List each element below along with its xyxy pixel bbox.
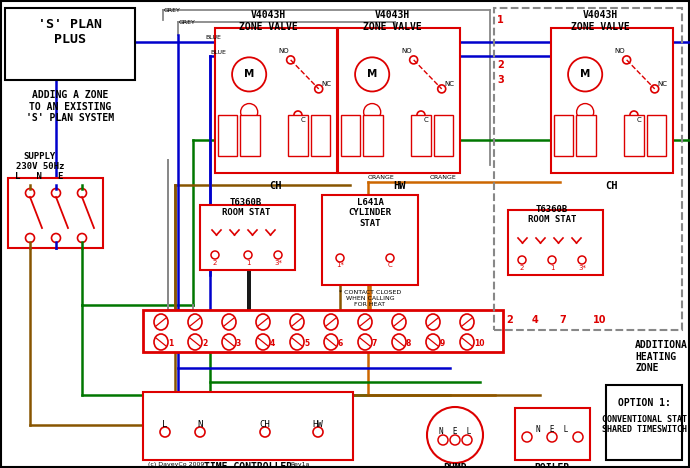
Text: 4: 4: [531, 315, 538, 325]
FancyBboxPatch shape: [576, 115, 595, 155]
Text: 1: 1: [497, 15, 504, 25]
FancyBboxPatch shape: [606, 385, 682, 460]
Text: V4043H
ZONE VALVE: V4043H ZONE VALVE: [571, 10, 629, 32]
Text: * CONTACT CLOSED
WHEN CALLING
FOR HEAT: * CONTACT CLOSED WHEN CALLING FOR HEAT: [339, 290, 401, 307]
Text: OPTION 1:: OPTION 1:: [618, 398, 671, 408]
Text: CONVENTIONAL STAT
SHARED TIMESWITCH: CONVENTIONAL STAT SHARED TIMESWITCH: [602, 415, 687, 434]
FancyBboxPatch shape: [341, 115, 360, 155]
Text: 2: 2: [506, 315, 513, 325]
Text: (c) DaveyCo 2009: (c) DaveyCo 2009: [148, 462, 204, 467]
Text: N: N: [197, 420, 203, 429]
Text: 3: 3: [497, 75, 504, 85]
FancyBboxPatch shape: [143, 310, 503, 352]
FancyBboxPatch shape: [218, 115, 237, 155]
Text: T6360B
ROOM STAT: T6360B ROOM STAT: [528, 205, 576, 224]
Text: Rev1a: Rev1a: [290, 462, 309, 467]
FancyBboxPatch shape: [515, 408, 590, 460]
Text: L   N   E: L N E: [15, 172, 63, 181]
Text: C: C: [301, 117, 306, 123]
Text: C: C: [388, 262, 393, 268]
FancyBboxPatch shape: [338, 28, 460, 173]
Text: NO: NO: [402, 48, 412, 54]
FancyBboxPatch shape: [433, 115, 453, 155]
Text: 10: 10: [474, 339, 484, 349]
FancyBboxPatch shape: [215, 28, 337, 173]
FancyBboxPatch shape: [240, 115, 259, 155]
Text: SUPPLY
230V 50Hz: SUPPLY 230V 50Hz: [16, 152, 64, 171]
Text: M: M: [244, 69, 255, 80]
Text: 3: 3: [236, 339, 241, 349]
Text: BLUE: BLUE: [210, 50, 226, 55]
Text: HW: HW: [313, 420, 324, 429]
Text: M: M: [367, 69, 377, 80]
Text: C: C: [424, 117, 428, 123]
FancyBboxPatch shape: [200, 205, 295, 270]
Text: 3*: 3*: [274, 260, 282, 266]
Text: M: M: [580, 69, 591, 80]
FancyBboxPatch shape: [508, 210, 603, 275]
Text: GREY: GREY: [179, 20, 196, 25]
Text: 1*: 1*: [336, 262, 344, 268]
FancyBboxPatch shape: [364, 115, 383, 155]
Text: NO: NO: [615, 48, 625, 54]
Text: 2: 2: [520, 265, 524, 271]
FancyBboxPatch shape: [143, 392, 353, 460]
Text: 7: 7: [560, 315, 566, 325]
FancyBboxPatch shape: [624, 115, 644, 155]
Text: ORANGE: ORANGE: [368, 175, 395, 180]
Text: NO: NO: [279, 48, 289, 54]
Text: NC: NC: [444, 81, 455, 87]
Text: CH: CH: [270, 181, 282, 191]
Text: 4: 4: [270, 339, 275, 349]
FancyBboxPatch shape: [551, 28, 673, 173]
Text: 2: 2: [202, 339, 207, 349]
Text: ADDITIONAL
HEATING
ZONE: ADDITIONAL HEATING ZONE: [635, 340, 690, 373]
Text: 6: 6: [338, 339, 343, 349]
Text: 2: 2: [497, 60, 504, 70]
FancyBboxPatch shape: [8, 178, 103, 248]
Text: 5: 5: [304, 339, 309, 349]
FancyBboxPatch shape: [647, 115, 666, 155]
Text: 7: 7: [372, 339, 377, 349]
Text: 10: 10: [593, 315, 607, 325]
Text: ADDING A ZONE
TO AN EXISTING
'S' PLAN SYSTEM: ADDING A ZONE TO AN EXISTING 'S' PLAN SY…: [26, 90, 114, 123]
Text: TIME CONTROLLER: TIME CONTROLLER: [204, 462, 292, 468]
Text: CH: CH: [259, 420, 270, 429]
Text: 1: 1: [550, 265, 554, 271]
Text: N  E  L: N E L: [536, 425, 568, 434]
FancyBboxPatch shape: [322, 195, 418, 285]
Text: 8: 8: [406, 339, 411, 349]
Text: C: C: [637, 117, 642, 123]
Text: 2: 2: [213, 260, 217, 266]
Text: V4043H
ZONE VALVE: V4043H ZONE VALVE: [363, 10, 422, 32]
Text: V4043H
ZONE VALVE: V4043H ZONE VALVE: [239, 10, 297, 32]
Text: 9: 9: [440, 339, 445, 349]
Text: ORANGE: ORANGE: [430, 175, 457, 180]
FancyBboxPatch shape: [411, 115, 431, 155]
Text: T6360B
ROOM STAT: T6360B ROOM STAT: [221, 198, 270, 218]
Text: 'S' PLAN
PLUS: 'S' PLAN PLUS: [38, 18, 102, 46]
FancyBboxPatch shape: [554, 115, 573, 155]
FancyBboxPatch shape: [288, 115, 308, 155]
Text: L: L: [162, 420, 168, 429]
Text: L641A
CYLINDER
STAT: L641A CYLINDER STAT: [348, 198, 391, 228]
Text: 1: 1: [246, 260, 250, 266]
Text: NC: NC: [658, 81, 668, 87]
Text: N  E  L: N E L: [439, 427, 471, 436]
Text: GREY: GREY: [164, 8, 181, 13]
Text: 3*: 3*: [578, 265, 586, 271]
Text: PUMP: PUMP: [443, 463, 466, 468]
Text: BOILER: BOILER: [534, 463, 570, 468]
FancyBboxPatch shape: [310, 115, 330, 155]
Text: 1: 1: [168, 339, 173, 349]
Text: HW: HW: [393, 181, 405, 191]
Text: CH: CH: [606, 181, 618, 191]
Text: NC: NC: [322, 81, 332, 87]
FancyBboxPatch shape: [5, 8, 135, 80]
Text: BLUE: BLUE: [205, 35, 221, 40]
